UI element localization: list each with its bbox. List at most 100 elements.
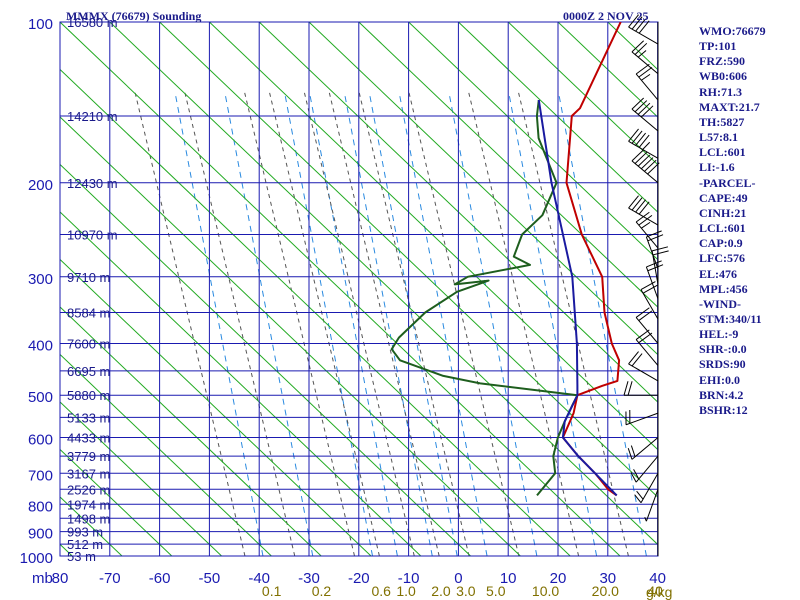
- barb-flag: [652, 250, 669, 256]
- barb-flag: [628, 128, 639, 142]
- dry-adiabat-line: [60, 163, 471, 556]
- height-label: 1498 m: [67, 511, 110, 526]
- barb-flag: [641, 221, 651, 229]
- wind-barb: [640, 281, 659, 320]
- barb-flag: [644, 159, 657, 172]
- barb-flag: [638, 134, 650, 148]
- pressure-labels: 100 200 300 400 500 600 700 800 900 1000: [20, 16, 53, 567]
- index-value: MAXT:21.7: [699, 99, 760, 114]
- barb-flag: [647, 234, 664, 242]
- barb-flag: [635, 132, 647, 146]
- dry-adiabat-line: [209, 22, 658, 451]
- pressure-tick-label: 100: [28, 16, 53, 33]
- barb-flag: [634, 42, 648, 55]
- temperature-tick-label: -50: [199, 570, 221, 587]
- moist-adiabat-line: [174, 91, 264, 556]
- barb-flag: [630, 445, 636, 457]
- wind-barb: [628, 128, 659, 159]
- barb-flag: [628, 14, 639, 28]
- barb-shaft: [625, 412, 659, 426]
- dry-adiabat-line: [60, 448, 173, 556]
- height-label: 5880 m: [67, 388, 110, 403]
- mixing-ratio-line: [134, 91, 246, 556]
- barb-flag: [631, 149, 645, 162]
- temperature-tick-label: 80: [52, 570, 69, 587]
- barb-shaft: [631, 437, 659, 460]
- temperature-tick-label: 40: [649, 570, 666, 587]
- barb-flag: [631, 353, 643, 367]
- barb-flag: [651, 246, 669, 252]
- temperature-tick-label: 0: [454, 570, 462, 587]
- moist-adiabat-line: [284, 91, 374, 556]
- pressure-tick-label: 400: [28, 338, 53, 355]
- height-label: 4433 m: [67, 431, 110, 446]
- height-label: 5133 m: [67, 410, 110, 425]
- pressure-tick-label: 300: [28, 271, 53, 288]
- dry-adiabat-line: [60, 211, 422, 556]
- barb-flag: [638, 201, 650, 215]
- mixing-ratio-label: 5.0: [486, 583, 506, 599]
- barb-flag: [637, 154, 651, 167]
- index-value: CAP:0.9: [699, 236, 743, 251]
- height-labels: 16580 m 14210 m 12430 m 10970 m 9710 m 8584 m…: [67, 15, 118, 564]
- dry-adiabat-line: [60, 258, 372, 556]
- wind-barb: [635, 211, 659, 249]
- temperature-tick-label: -40: [248, 570, 270, 587]
- wind-barb: [635, 307, 659, 344]
- moist-adiabat-line: [308, 91, 398, 556]
- mixing-ratio-label: 3.0: [456, 583, 476, 599]
- barb-flag: [640, 281, 656, 291]
- pressure-tick-label: 200: [28, 177, 53, 194]
- barb-shaft: [635, 339, 659, 366]
- pressure-tick-label: 600: [28, 432, 53, 449]
- barb-shaft: [635, 317, 659, 344]
- barb-flag: [628, 195, 639, 209]
- height-label: 12430 m: [67, 176, 118, 191]
- barb-flag: [641, 73, 651, 81]
- barb-shaft: [628, 26, 659, 45]
- barb-flag: [640, 157, 654, 170]
- barb-flag: [642, 284, 658, 294]
- barb-shaft: [631, 160, 659, 184]
- profile-lines: [390, 22, 622, 497]
- index-value: EHI:0.0: [699, 372, 741, 387]
- mixing-ratio-unit: g/kg: [646, 584, 672, 600]
- mixing-ratio-line: [184, 91, 296, 556]
- mixing-ratio-line: [268, 91, 380, 556]
- index-value: BRN:4.2: [699, 387, 744, 402]
- barb-flag: [631, 197, 643, 211]
- barb-flag: [646, 230, 662, 238]
- station-title: MMMX (76679) Sounding: [66, 9, 202, 23]
- barb-flag: [644, 516, 647, 522]
- barb-flag: [637, 50, 647, 58]
- barb-flag: [638, 310, 653, 321]
- barb-flag: [638, 66, 653, 78]
- height-label: 3779 m: [67, 449, 110, 464]
- barb-flag: [635, 329, 650, 340]
- barb-flag: [631, 130, 643, 144]
- height-label: 2526 m: [67, 482, 110, 497]
- pressure-tick-label: 1000: [20, 550, 53, 567]
- moist-adiabat-line: [343, 91, 433, 556]
- index-value: STM:340/11: [699, 311, 762, 326]
- barb-shaft: [635, 221, 659, 249]
- index-value: EL:476: [699, 266, 738, 281]
- dry-adiabat-line: [308, 22, 658, 356]
- mixing-ratio-label: 0.1: [262, 583, 282, 599]
- dry-adiabat-line: [557, 22, 658, 119]
- wind-barbs: [623, 14, 669, 522]
- dry-adiabat-line: [507, 22, 658, 166]
- index-value: CINH:21: [699, 205, 747, 220]
- pressure-tick-label: 500: [28, 389, 53, 406]
- barb-flag: [634, 494, 642, 504]
- pressure-tick-label: 900: [28, 526, 53, 543]
- wind-barb: [635, 63, 659, 101]
- index-value: TP:101: [699, 39, 737, 54]
- mixing-ratio-line: [517, 91, 629, 556]
- index-value: SHR-:0.0: [699, 342, 747, 357]
- mixing-ratio-lines: [134, 91, 647, 556]
- barb-shaft: [628, 363, 659, 382]
- barb-flag: [640, 105, 654, 118]
- indices-panel: WMO:76679 TP:101 FRZ:590 WB0:606 RH:71.3 MAXT…: [699, 24, 766, 418]
- wind-barb: [628, 195, 659, 226]
